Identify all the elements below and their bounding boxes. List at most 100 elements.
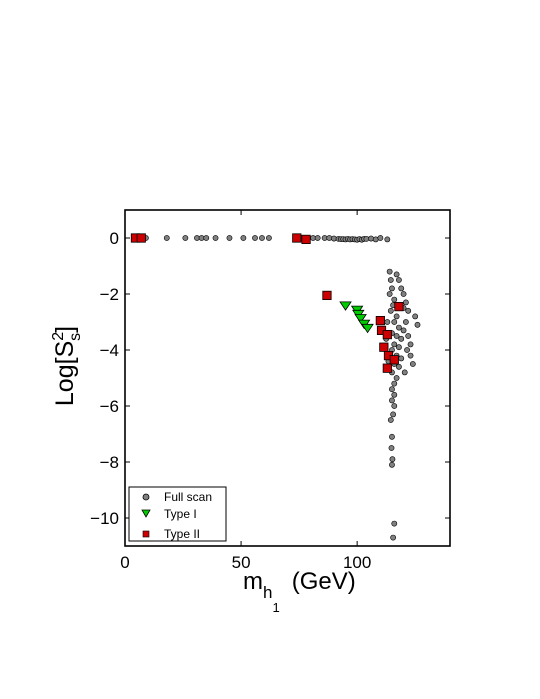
y-axis-title: Log[S2s] — [50, 326, 84, 406]
data-point-full-scan-65 — [390, 411, 397, 418]
data-point-full-scan-45 — [393, 313, 400, 320]
data-point-full-scan-10 — [252, 235, 258, 241]
data-point-type-ii-8 — [394, 301, 404, 312]
x-axis-title-main: m — [243, 568, 263, 595]
legend-marker-type-i — [141, 509, 151, 518]
data-point-full-scan-77 — [409, 361, 416, 367]
data-point-full-scan-72 — [390, 534, 397, 541]
legend-label-type-ii: Type II — [164, 527, 200, 541]
data-point-type-ii-11 — [389, 355, 399, 365]
data-point-type-ii-9 — [379, 342, 389, 352]
data-point-full-scan-42 — [391, 296, 398, 303]
data-point-full-scan-6 — [203, 235, 210, 241]
data-point-full-scan-39 — [387, 277, 394, 283]
data-point-full-scan-11 — [259, 235, 265, 241]
data-point-full-scan-79 — [414, 321, 421, 328]
data-point-full-scan-84 — [398, 285, 405, 292]
data-point-full-scan-17 — [314, 235, 321, 241]
data-marks — [130, 233, 421, 541]
data-point-type-i-3 — [354, 314, 367, 324]
data-point-type-ii-4 — [322, 290, 332, 301]
data-point-full-scan-59 — [393, 375, 400, 381]
data-point-full-scan-51 — [391, 341, 398, 348]
data-point-full-scan-74 — [402, 319, 409, 325]
legend-marker-full-scan — [142, 493, 150, 501]
y-axis-title-prefix: Log[S — [51, 341, 79, 406]
data-point-full-scan-34 — [368, 235, 374, 242]
data-point-full-scan-37 — [384, 236, 391, 243]
axis-ticks: 0 50 100 0 −2 −4 −6 −8 −10 — [90, 210, 450, 572]
y-tick-label-5: −10 — [90, 509, 119, 528]
data-point-full-scan-69 — [389, 456, 396, 463]
data-point-full-scan-2 — [163, 235, 170, 241]
series-type-i — [339, 301, 374, 334]
data-point-full-scan-49 — [393, 333, 400, 339]
x-axis-title: mh1 (GeV) — [243, 568, 356, 615]
data-point-full-scan-61 — [389, 386, 395, 393]
x-tick-label-2: 100 — [343, 553, 371, 572]
data-point-full-scan-44 — [387, 307, 394, 314]
series-full-scan — [133, 235, 421, 541]
data-point-full-scan-38 — [386, 268, 393, 275]
data-point-full-scan-89 — [405, 307, 412, 314]
data-point-full-scan-70 — [389, 461, 395, 468]
data-point-full-scan-55 — [398, 355, 405, 362]
data-point-full-scan-91 — [401, 369, 408, 376]
data-point-full-scan-66 — [387, 417, 394, 423]
y-tick-label-1: −2 — [100, 285, 119, 304]
y-tick-label-0: 0 — [110, 229, 119, 248]
y-axis-title-sub: s — [67, 333, 84, 341]
data-point-full-scan-12 — [266, 235, 272, 241]
x-tick-label-1: 50 — [232, 553, 251, 572]
data-point-full-scan-64 — [391, 403, 398, 409]
data-point-full-scan-40 — [389, 285, 395, 292]
y-tick-label-2: −4 — [100, 341, 119, 360]
data-point-full-scan-62 — [391, 391, 398, 398]
data-point-full-scan-47 — [396, 324, 402, 331]
data-point-full-scan-46 — [391, 319, 398, 325]
data-point-full-scan-92 — [407, 341, 414, 348]
data-point-full-scan-8 — [226, 235, 233, 241]
plot-frame — [124, 209, 451, 547]
data-point-full-scan-87 — [400, 291, 407, 297]
data-point-full-scan-81 — [384, 319, 391, 325]
data-point-type-ii-2 — [292, 233, 302, 243]
legend-label-type-i: Type I — [164, 507, 197, 521]
x-tick-label-0: 0 — [120, 553, 129, 572]
data-point-full-scan-71 — [391, 520, 398, 527]
data-point-full-scan-7 — [212, 235, 219, 241]
data-point-type-ii-7 — [382, 329, 392, 340]
data-point-full-scan-85 — [396, 277, 402, 283]
legend-label-full-scan: Full scan — [164, 490, 212, 504]
data-point-type-ii-3 — [301, 234, 311, 244]
data-point-full-scan-60 — [391, 380, 398, 387]
data-point-full-scan-76 — [407, 352, 414, 359]
x-axis-title-unit: (GeV) — [292, 568, 356, 595]
series-type-ii — [130, 233, 404, 373]
data-point-full-scan-75 — [405, 333, 412, 339]
data-point-full-scan-50 — [398, 335, 405, 342]
data-point-full-scan-80 — [400, 327, 407, 334]
x-axis-title-subsub: 1 — [272, 600, 279, 615]
data-point-full-scan-68 — [388, 445, 395, 451]
data-point-full-scan-67 — [389, 433, 395, 440]
data-point-full-scan-41 — [386, 291, 393, 297]
y-tick-label-3: −6 — [100, 397, 119, 416]
data-point-full-scan-3 — [182, 235, 189, 241]
data-point-type-i-5 — [361, 323, 374, 334]
data-point-type-ii-12 — [382, 363, 392, 373]
data-point-full-scan-9 — [240, 235, 247, 241]
x-axis-title-sub: h — [263, 583, 272, 602]
data-point-type-ii-1 — [136, 233, 146, 243]
data-point-full-scan-90 — [404, 347, 410, 353]
data-point-full-scan-88 — [402, 299, 409, 306]
data-point-type-i-0 — [339, 301, 352, 311]
data-point-full-scan-86 — [393, 271, 400, 278]
data-point-full-scan-36 — [377, 235, 384, 241]
data-point-full-scan-78 — [412, 313, 419, 320]
data-point-full-scan-52 — [396, 344, 402, 351]
legend: Full scan Type I Type II — [128, 486, 227, 542]
y-axis-title-suffix: ] — [51, 326, 79, 333]
legend-marker-type-ii — [142, 530, 150, 538]
